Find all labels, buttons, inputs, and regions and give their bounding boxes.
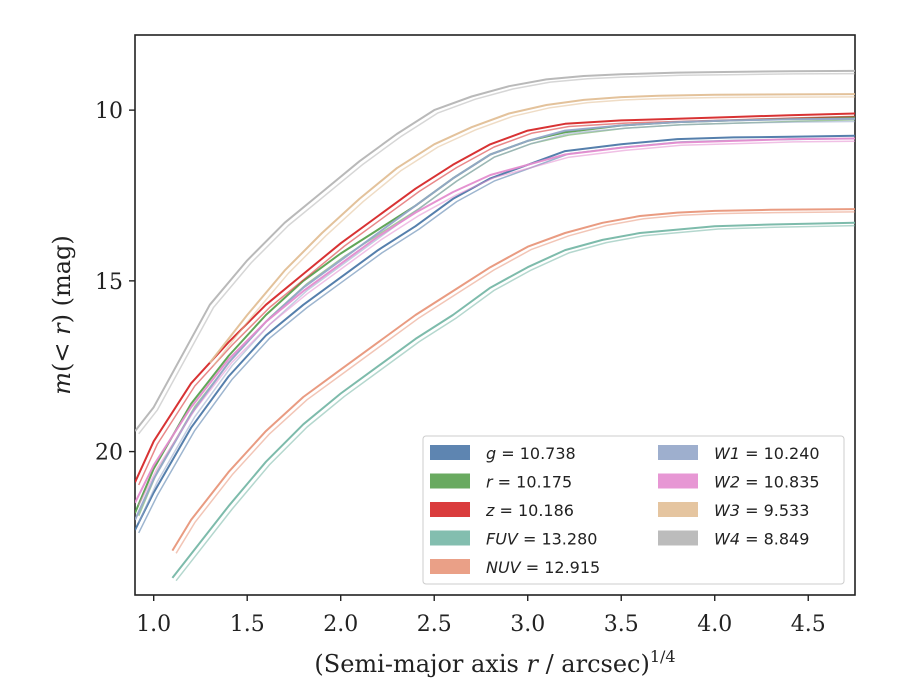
legend-label-z: z = 10.186 [485, 501, 574, 520]
y-tick-label: 20 [95, 441, 123, 466]
legend-swatch-nuv [430, 559, 470, 574]
series-line-w3 [209, 93, 855, 364]
series-line-w1 [135, 117, 855, 521]
legend-label-fuv: FUV = 13.280 [486, 530, 597, 549]
series-line-w2-alt [138, 140, 855, 506]
x-axis-label-exponent: 1/4 [650, 647, 676, 666]
legend-label-g: g = 10.738 [486, 444, 576, 463]
series-line-z [135, 112, 855, 483]
legend-swatch-w1 [658, 445, 698, 460]
legend-swatch-w4 [658, 530, 698, 546]
series-line-fuv [171, 221, 855, 579]
x-tick-label: 3.5 [604, 612, 639, 637]
series-line-w4-alt [138, 72, 855, 435]
series-line-g [135, 134, 855, 531]
x-tick-label: 2.0 [323, 612, 358, 637]
x-axis: 1.0 1.5 2.0 2.5 3.0 3.5 4.0 4.5 [136, 595, 826, 637]
series-layer [135, 69, 855, 582]
x-tick-label: 4.0 [697, 612, 732, 637]
x-tick-label: 1.5 [230, 612, 265, 637]
y-tick-label: 10 [95, 99, 123, 124]
x-tick-label: 2.5 [417, 612, 452, 637]
x-axis-label: (Semi-major axis r / arcsec)1/4 [314, 647, 675, 678]
x-tick-label: 4.5 [791, 612, 826, 637]
series-line-w4 [135, 69, 855, 432]
legend: g = 10.738 r = 10.175 z = 10.186 FUV = 13.2… [422, 435, 845, 585]
legend-label-w2: W2 = 10.835 [714, 473, 820, 492]
series-line-nuv-alt [175, 211, 855, 554]
series-line-fuv-alt [175, 224, 855, 582]
legend-box [422, 435, 845, 585]
legend-label-w4: W4 = 8.849 [714, 530, 809, 549]
legend-items: g = 10.738 r = 10.175 z = 10.186 FUV = 13.2… [430, 444, 820, 577]
series-line-w2 [135, 137, 855, 504]
x-tick-label: 3.0 [510, 612, 545, 637]
legend-label-nuv: NUV = 12.915 [486, 558, 600, 577]
legend-label-w3: W3 = 9.533 [714, 501, 809, 520]
legend-label-w1: W1 = 10.240 [714, 444, 820, 463]
series-line-w1-alt [138, 120, 855, 523]
y-axis: 10 15 20 [95, 99, 135, 466]
legend-label-r: r = 10.175 [486, 473, 572, 492]
legend-swatch-r [430, 473, 470, 489]
legend-swatch-g [430, 445, 470, 460]
series-line-nuv [171, 208, 855, 552]
x-tick-label: 1.0 [136, 612, 171, 637]
y-tick-label: 15 [95, 270, 123, 295]
y-axis-label: m(< r) (mag) [48, 235, 76, 395]
legend-swatch-w3 [658, 502, 698, 517]
legend-swatch-fuv [430, 530, 470, 546]
series-line-w3-alt [212, 96, 855, 366]
legend-swatch-z [430, 502, 470, 517]
legend-swatch-w2 [658, 473, 698, 489]
